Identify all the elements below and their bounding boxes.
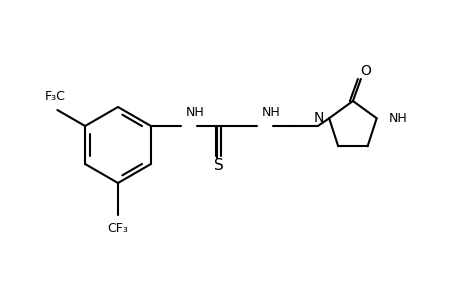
Text: NH: NH (261, 106, 280, 119)
Text: O: O (360, 64, 370, 78)
Text: F₃C: F₃C (45, 90, 66, 103)
Text: CF₃: CF₃ (107, 222, 128, 235)
Text: S: S (213, 158, 223, 172)
Text: NH: NH (185, 106, 204, 119)
Text: NH: NH (388, 112, 407, 125)
Text: N: N (313, 111, 324, 125)
